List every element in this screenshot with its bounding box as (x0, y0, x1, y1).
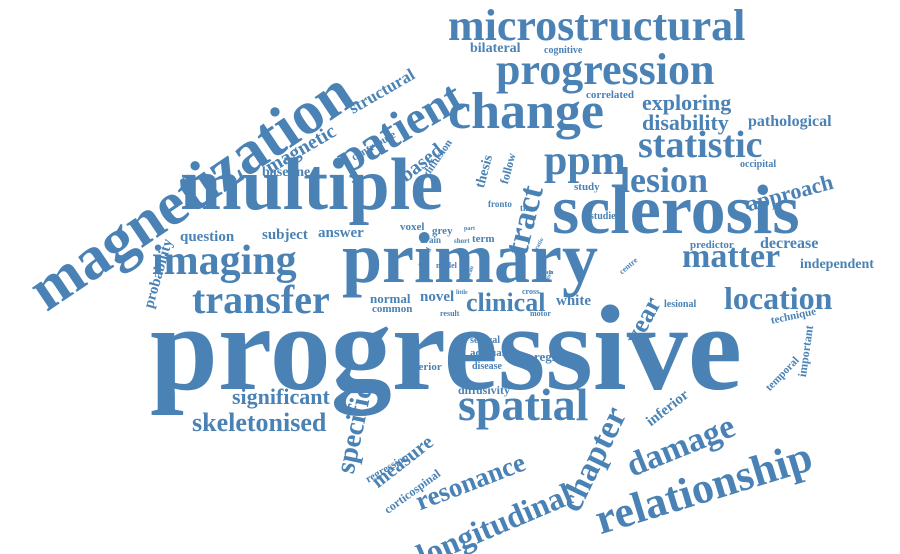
word-lesion: lesion (620, 162, 708, 198)
word-time: time (520, 204, 537, 213)
word-skeletonised: skeletonised (192, 410, 326, 436)
word-region: region (534, 350, 569, 363)
word-disease: disease (472, 362, 502, 372)
word-several: several (470, 336, 500, 346)
word-part: part (464, 226, 475, 232)
word-ppm: ppm (544, 140, 626, 182)
word-motor: motor (530, 310, 551, 318)
word-studies: studies (590, 212, 619, 222)
word-centre: centre (618, 256, 639, 276)
word-answer: answer (318, 226, 364, 241)
word-voxel: voxel (400, 222, 424, 233)
word-correlated: correlated (586, 90, 634, 101)
word-cognitive: cognitive (544, 46, 582, 56)
word-term: term (472, 234, 495, 245)
word-disability: disability (642, 112, 729, 134)
word-common: common (372, 304, 412, 315)
word-diffusivity: diffusivity (458, 384, 510, 396)
word-important: important (796, 325, 815, 378)
word-baseline: baseline (262, 166, 310, 180)
word-transfer: transfer (192, 280, 330, 320)
word-grey: grey (432, 226, 453, 237)
word-follow: follow (498, 152, 518, 185)
word-study: study (574, 182, 600, 193)
word-thesis: thesis (474, 154, 496, 190)
word-accrual: accrual (470, 348, 505, 359)
word-model: model (436, 262, 457, 270)
word-bilateral: bilateral (470, 42, 521, 56)
word-pathological: pathological (748, 114, 832, 130)
word-location: location (724, 282, 832, 314)
word-significant: significant (232, 386, 330, 408)
word-predictor: predictor (690, 240, 734, 251)
word-white: white (556, 294, 591, 309)
word-little: little (456, 290, 468, 296)
word-decrease: decrease (760, 236, 818, 252)
word-independent: independent (800, 258, 874, 272)
word-novel: novel (420, 290, 454, 305)
word-cross: cross (522, 288, 539, 296)
word-brain: brain (420, 236, 441, 245)
word-change: change (448, 86, 604, 138)
word-result: result (440, 310, 459, 318)
word-occipital: occipital (740, 160, 776, 170)
word-question: question (180, 230, 234, 245)
word-superior: superior (402, 362, 442, 373)
word-subject: subject (262, 228, 308, 243)
word-lesional: lesional (664, 300, 696, 310)
word-fronto: fronto (488, 200, 512, 209)
word-short: short (454, 238, 470, 245)
